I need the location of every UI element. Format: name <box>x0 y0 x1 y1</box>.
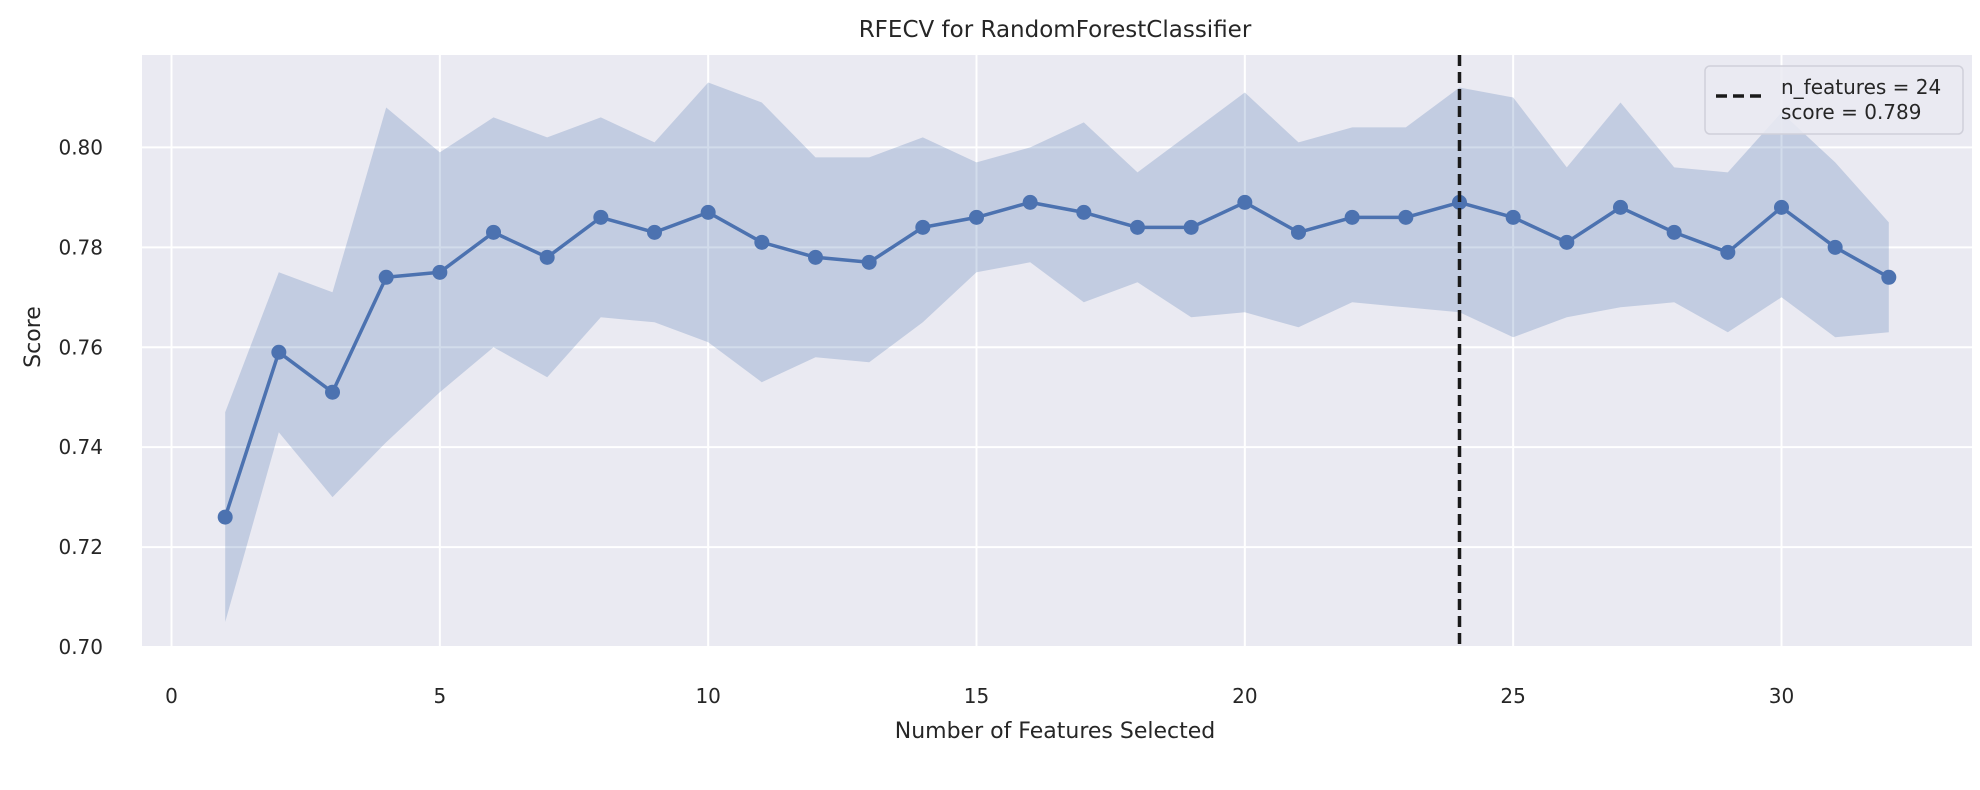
x-tick-label: 0 <box>165 684 178 708</box>
score-point[interactable] <box>378 269 394 285</box>
score-point[interactable] <box>271 344 287 360</box>
score-point[interactable] <box>217 509 233 525</box>
score-point[interactable] <box>1290 224 1306 240</box>
score-point[interactable] <box>486 224 502 240</box>
score-point[interactable] <box>1237 194 1253 210</box>
score-point[interactable] <box>700 204 716 220</box>
chart-title: RFECV for RandomForestClassifier <box>859 17 1252 43</box>
y-tick-label: 0.80 <box>58 135 103 159</box>
legend[interactable]: n_features = 24 score = 0.789 <box>1704 65 1964 135</box>
score-point[interactable] <box>432 264 448 280</box>
score-point[interactable] <box>915 219 931 235</box>
score-point[interactable] <box>1398 209 1414 225</box>
y-tick-label: 0.74 <box>58 435 103 459</box>
score-point[interactable] <box>1612 199 1628 215</box>
score-line <box>223 200 1890 518</box>
x-tick-label: 20 <box>1232 684 1257 708</box>
score-point[interactable] <box>647 224 663 240</box>
y-tick-label: 0.72 <box>58 535 103 559</box>
x-tick-label: 5 <box>433 684 446 708</box>
y-tick-label: 0.76 <box>58 335 103 359</box>
plot-area <box>142 55 1972 647</box>
score-point[interactable] <box>1129 219 1145 235</box>
x-tick-label: 25 <box>1500 684 1525 708</box>
score-point[interactable] <box>1827 239 1843 255</box>
x-tick-labels: 0 5 10 15 20 25 30 <box>165 684 1794 708</box>
score-point[interactable] <box>1505 209 1521 225</box>
score-point[interactable] <box>539 249 555 265</box>
x-axis-label: Number of Features Selected <box>895 719 1216 744</box>
score-point[interactable] <box>861 254 877 270</box>
x-tick-label: 30 <box>1769 684 1794 708</box>
legend-score: score = 0.789 <box>1781 100 1921 124</box>
score-point[interactable] <box>1559 234 1575 250</box>
y-tick-label: 0.70 <box>58 635 103 659</box>
y-tick-labels: 0.70 0.72 0.74 0.76 0.78 0.80 <box>58 135 103 659</box>
score-point[interactable] <box>325 384 341 400</box>
score-point[interactable] <box>1881 269 1897 285</box>
score-point[interactable] <box>754 234 770 250</box>
score-point[interactable] <box>1022 194 1038 210</box>
score-point[interactable] <box>808 249 824 265</box>
score-point[interactable] <box>969 209 985 225</box>
x-tick-label: 15 <box>964 684 989 708</box>
score-points <box>217 194 1897 525</box>
score-point[interactable] <box>1451 194 1467 210</box>
score-point[interactable] <box>593 209 609 225</box>
score-confidence-band <box>225 82 1889 622</box>
score-point[interactable] <box>1720 244 1736 260</box>
x-tick-label: 10 <box>695 684 720 708</box>
score-point[interactable] <box>1666 224 1682 240</box>
score-point[interactable] <box>1344 209 1360 225</box>
legend-n-features: n_features = 24 <box>1781 75 1941 99</box>
y-axis-label: Score <box>21 306 46 368</box>
score-point[interactable] <box>1183 219 1199 235</box>
score-point[interactable] <box>1773 199 1789 215</box>
y-tick-label: 0.78 <box>58 235 103 259</box>
score-point[interactable] <box>1076 204 1092 220</box>
legend-box <box>1704 65 1964 135</box>
grid-lines <box>142 55 1972 648</box>
